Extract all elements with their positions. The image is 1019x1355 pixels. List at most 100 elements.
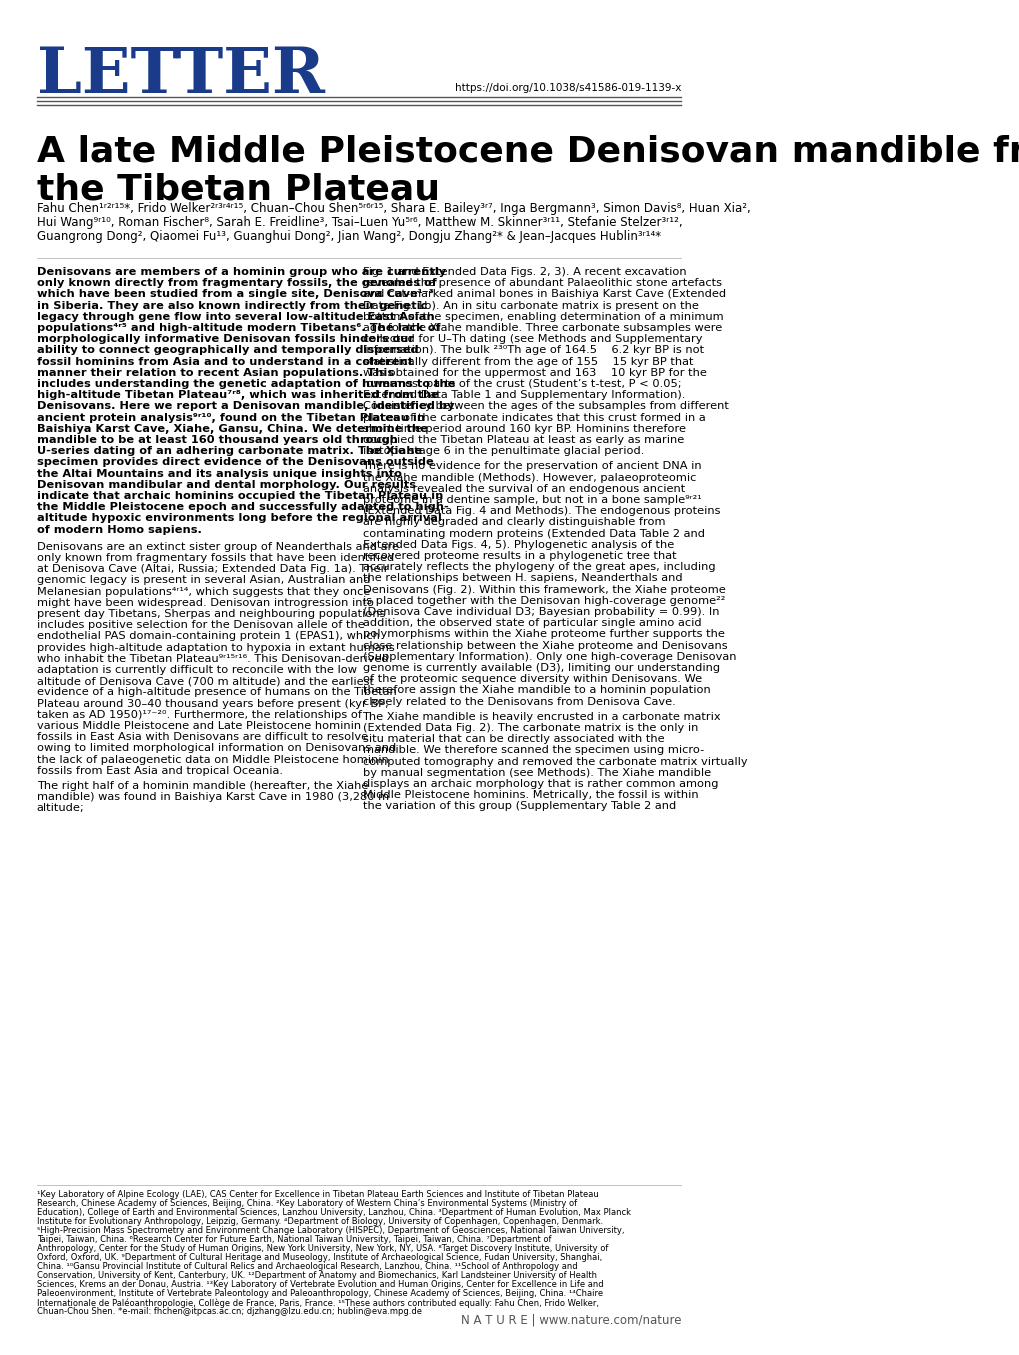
Text: in Siberia. They are also known indirectly from their genetic: in Siberia. They are also known indirect… bbox=[37, 301, 427, 310]
Text: short time period around 160 kyr BP. Hominins therefore: short time period around 160 kyr BP. Hom… bbox=[362, 424, 685, 434]
Text: isotope stage 6 in the penultimate glacial period.: isotope stage 6 in the penultimate glaci… bbox=[362, 446, 643, 457]
Text: is placed together with the Denisovan high-coverage genome²²: is placed together with the Denisovan hi… bbox=[362, 596, 725, 606]
Text: endothelial PAS domain-containing protein 1 (EPAS1), which: endothelial PAS domain-containing protei… bbox=[37, 631, 379, 641]
Text: Anthropology, Center for the Study of Human Origins, New York University, New Yo: Anthropology, Center for the Study of Hu… bbox=[37, 1244, 607, 1253]
Text: Data Fig. 1b). An in situ carbonate matrix is present on the: Data Fig. 1b). An in situ carbonate matr… bbox=[362, 301, 698, 310]
Text: includes understanding the genetic adaptation of humans to the: includes understanding the genetic adapt… bbox=[37, 379, 454, 389]
Text: of modern Homo sapiens.: of modern Homo sapiens. bbox=[37, 524, 202, 535]
Text: (Supplementary Information). Only one high-coverage Denisovan: (Supplementary Information). Only one hi… bbox=[362, 652, 736, 661]
Text: at Denisova Cave (Altai, Russia; Extended Data Fig. 1a). Their: at Denisova Cave (Altai, Russia; Extende… bbox=[37, 564, 387, 575]
Text: and cut-marked animal bones in Baishiya Karst Cave (Extended: and cut-marked animal bones in Baishiya … bbox=[362, 290, 725, 299]
Text: the Middle Pleistocene epoch and successfully adapted to high-: the Middle Pleistocene epoch and success… bbox=[37, 503, 448, 512]
Text: morphologically informative Denisovan fossils hinders our: morphologically informative Denisovan fo… bbox=[37, 335, 414, 344]
Text: includes positive selection for the Denisovan allele of the: includes positive selection for the Deni… bbox=[37, 621, 364, 630]
Text: ancient protein analysis⁹ʳ¹⁰, found on the Tibetan Plateau in: ancient protein analysis⁹ʳ¹⁰, found on t… bbox=[37, 413, 424, 423]
Text: age for the Xiahe mandible. Three carbonate subsamples were: age for the Xiahe mandible. Three carbon… bbox=[362, 322, 721, 333]
Text: Institute for Evolutionary Anthropology, Leipzig, Germany. ⁴Department of Biolog: Institute for Evolutionary Anthropology,… bbox=[37, 1217, 602, 1226]
Text: the Tibetan Plateau: the Tibetan Plateau bbox=[37, 172, 439, 206]
Text: various Middle Pleistocene and Late Pleistocene hominin: various Middle Pleistocene and Late Plei… bbox=[37, 721, 361, 730]
Text: are highly degraded and clearly distinguishable from: are highly degraded and clearly distingu… bbox=[362, 518, 664, 527]
Text: taken as AD 1950)¹⁷⁻²⁰. Furthermore, the relationships of: taken as AD 1950)¹⁷⁻²⁰. Furthermore, the… bbox=[37, 710, 362, 720]
Text: adaptation is currently difficult to reconcile with the low: adaptation is currently difficult to rec… bbox=[37, 665, 357, 675]
Text: analysis revealed the survival of an endogenous ancient: analysis revealed the survival of an end… bbox=[362, 484, 684, 493]
Text: LETTER: LETTER bbox=[37, 45, 324, 106]
Text: China. ¹⁰Gansu Provincial Institute of Cultural Relics and Archaeological Resear: China. ¹⁰Gansu Provincial Institute of C… bbox=[37, 1262, 577, 1271]
Text: genome is currently available (D3), limiting our understanding: genome is currently available (D3), limi… bbox=[362, 663, 719, 673]
Text: Fahu Chen¹ʳ²ʳ¹⁵*, Frido Welker²ʳ³ʳ⁴ʳ¹⁵, Chuan–Chou Shen⁵ʳ⁶ʳ¹⁵, Shara E. Bailey³ʳ: Fahu Chen¹ʳ²ʳ¹⁵*, Frido Welker²ʳ³ʳ⁴ʳ¹⁵, … bbox=[37, 202, 750, 215]
Text: fossils from East Asia and tropical Oceania.: fossils from East Asia and tropical Ocea… bbox=[37, 766, 282, 776]
Text: displays an archaic morphology that is rather common among: displays an archaic morphology that is r… bbox=[362, 779, 717, 789]
Text: therefore assign the Xiahe mandible to a hominin population: therefore assign the Xiahe mandible to a… bbox=[362, 686, 709, 695]
Text: accurately reflects the phylogeny of the great apes, including: accurately reflects the phylogeny of the… bbox=[362, 562, 714, 572]
Text: the relationships between H. sapiens, Neanderthals and: the relationships between H. sapiens, Ne… bbox=[362, 573, 682, 584]
Text: (Extended Data Fig. 2). The carbonate matrix is the only in: (Extended Data Fig. 2). The carbonate ma… bbox=[362, 724, 697, 733]
Text: which have been studied from a single site, Denisova Cave¹⁻³: which have been studied from a single si… bbox=[37, 290, 433, 299]
Text: lowermost parts of the crust (Student’s t-test, P < 0.05;: lowermost parts of the crust (Student’s … bbox=[362, 379, 681, 389]
Text: collected for U–Th dating (see Methods and Supplementary: collected for U–Th dating (see Methods a… bbox=[362, 335, 701, 344]
Text: Baishiya Karst Cave, Xiahe, Gansu, China. We determine the: Baishiya Karst Cave, Xiahe, Gansu, China… bbox=[37, 424, 427, 434]
Text: closely related to the Denisovans from Denisova Cave.: closely related to the Denisovans from D… bbox=[362, 696, 675, 706]
Text: (Denisova Cave individual D3; Bayesian probability = 0.99). In: (Denisova Cave individual D3; Bayesian p… bbox=[362, 607, 718, 617]
Text: ¹Key Laboratory of Alpine Ecology (LAE), CAS Center for Excellence in Tibetan Pl: ¹Key Laboratory of Alpine Ecology (LAE),… bbox=[37, 1190, 598, 1199]
Text: Guangrong Dong², Qiaomei Fu¹³, Guanghui Dong², Jian Wang², Dongju Zhang²* & Jean: Guangrong Dong², Qiaomei Fu¹³, Guanghui … bbox=[37, 230, 660, 243]
Text: Conservation, University of Kent, Canterbury, UK. ¹²Department of Anatomy and Bi: Conservation, University of Kent, Canter… bbox=[37, 1271, 596, 1280]
Text: Research, Chinese Academy of Sciences, Beijing, China. ²Key Laboratory of Wester: Research, Chinese Academy of Sciences, B… bbox=[37, 1199, 576, 1209]
Text: computed tomography and removed the carbonate matrix virtually: computed tomography and removed the carb… bbox=[362, 756, 747, 767]
Text: (Extended Data Fig. 4 and Methods). The endogenous proteins: (Extended Data Fig. 4 and Methods). The … bbox=[362, 507, 719, 516]
Text: Internationale de Paléoanthropologie, Collège de France, Paris, France. ¹⁵These : Internationale de Paléoanthropologie, Co… bbox=[37, 1298, 598, 1308]
Text: addition, the observed state of particular single amino acid: addition, the observed state of particul… bbox=[362, 618, 700, 629]
Text: Information). The bulk ²³⁰Th age of 164.5    6.2 kyr BP is not: Information). The bulk ²³⁰Th age of 164.… bbox=[362, 346, 703, 355]
Text: revealed the presence of abundant Palaeolithic stone artefacts: revealed the presence of abundant Palaeo… bbox=[362, 278, 720, 289]
Text: fossil hominins from Asia and to understand in a coherent: fossil hominins from Asia and to underst… bbox=[37, 356, 413, 367]
Text: Fig. 1 and Extended Data Figs. 2, 3). A recent excavation: Fig. 1 and Extended Data Figs. 2, 3). A … bbox=[362, 267, 686, 276]
Text: polymorphisms within the Xiahe proteome further supports the: polymorphisms within the Xiahe proteome … bbox=[362, 630, 723, 640]
Text: There is no evidence for the preservation of ancient DNA in: There is no evidence for the preservatio… bbox=[362, 462, 701, 472]
Text: Denisovans are members of a hominin group who are currently: Denisovans are members of a hominin grou… bbox=[37, 267, 445, 276]
Text: A late Middle Pleistocene Denisovan mandible from: A late Middle Pleistocene Denisovan mand… bbox=[37, 136, 1019, 169]
Text: Consistency between the ages of the subsamples from different: Consistency between the ages of the subs… bbox=[362, 401, 728, 412]
Text: by manual segmentation (see Methods). The Xiahe mandible: by manual segmentation (see Methods). Th… bbox=[362, 768, 710, 778]
Text: was obtained for the uppermost and 163    10 kyr BP for the: was obtained for the uppermost and 163 1… bbox=[362, 367, 706, 378]
Text: specimen provides direct evidence of the Denisovans outside: specimen provides direct evidence of the… bbox=[37, 458, 433, 467]
Text: Paleoenvironment, Institute of Vertebrate Paleontology and Paleoanthropology, Ch: Paleoenvironment, Institute of Vertebrat… bbox=[37, 1289, 602, 1298]
Text: the Altai Mountains and its analysis unique insights into: the Altai Mountains and its analysis uni… bbox=[37, 469, 401, 478]
Text: Oxford, Oxford, UK. ⁹Department of Cultural Heritage and Museology, Institute of: Oxford, Oxford, UK. ⁹Department of Cultu… bbox=[37, 1253, 601, 1262]
Text: U-series dating of an adhering carbonate matrix. The Xiahe: U-series dating of an adhering carbonate… bbox=[37, 446, 422, 457]
Text: only known directly from fragmentary fossils, the genomes of: only known directly from fragmentary fos… bbox=[37, 278, 436, 289]
Text: ability to connect geographically and temporally dispersed: ability to connect geographically and te… bbox=[37, 346, 418, 355]
Text: indicate that archaic hominins occupied the Tibetan Plateau in: indicate that archaic hominins occupied … bbox=[37, 491, 442, 501]
Text: Middle Pleistocene hominins. Metrically, the fossil is within: Middle Pleistocene hominins. Metrically,… bbox=[362, 790, 697, 801]
Text: N A T U R E | www.nature.com/nature: N A T U R E | www.nature.com/nature bbox=[461, 1314, 681, 1327]
Text: the variation of this group (Supplementary Table 2 and: the variation of this group (Supplementa… bbox=[362, 801, 676, 812]
Text: might have been widespread. Denisovan introgression into: might have been widespread. Denisovan in… bbox=[37, 598, 373, 608]
Text: mandible to be at least 160 thousand years old through: mandible to be at least 160 thousand yea… bbox=[37, 435, 397, 444]
Text: ⁵High-Precision Mass Spectrometry and Environment Change Laboratory (HISPEC), De: ⁵High-Precision Mass Spectrometry and En… bbox=[37, 1226, 624, 1234]
Text: occupied the Tibetan Plateau at least as early as marine: occupied the Tibetan Plateau at least as… bbox=[362, 435, 683, 444]
Text: https://doi.org/10.1038/s41586-019-1139-x: https://doi.org/10.1038/s41586-019-1139-… bbox=[454, 83, 681, 93]
Text: genomic legacy is present in several Asian, Australian and: genomic legacy is present in several Asi… bbox=[37, 576, 370, 585]
Text: Taipei, Taiwan, China. ⁶Research Center for Future Earth, National Taiwan Univer: Taipei, Taiwan, China. ⁶Research Center … bbox=[37, 1234, 550, 1244]
Text: who inhabit the Tibetan Plateau⁹ʳ¹⁵ʳ¹⁶. This Denisovan-derived: who inhabit the Tibetan Plateau⁹ʳ¹⁵ʳ¹⁶. … bbox=[37, 654, 388, 664]
Text: situ material that can be directly associated with the: situ material that can be directly assoc… bbox=[362, 734, 663, 744]
Text: altitude hypoxic environments long before the regional arrival: altitude hypoxic environments long befor… bbox=[37, 514, 441, 523]
Text: statistically different from the age of 155    15 kyr BP that: statistically different from the age of … bbox=[362, 356, 692, 367]
Text: the lack of palaeogenetic data on Middle Pleistocene hominin: the lack of palaeogenetic data on Middle… bbox=[37, 755, 388, 764]
Text: Extended Data Table 1 and Supplementary Information).: Extended Data Table 1 and Supplementary … bbox=[362, 390, 685, 400]
Text: populations⁴ʳ⁵ and high-altitude modern Tibetans⁶. The lack of: populations⁴ʳ⁵ and high-altitude modern … bbox=[37, 322, 439, 333]
Text: present day Tibetans, Sherpas and neighbouring populations: present day Tibetans, Sherpas and neighb… bbox=[37, 608, 385, 619]
Text: Melanesian populations⁴ʳ¹⁴, which suggests that they once: Melanesian populations⁴ʳ¹⁴, which sugges… bbox=[37, 587, 370, 596]
Text: fossils in East Asia with Denisovans are difficult to resolve: fossils in East Asia with Denisovans are… bbox=[37, 732, 368, 743]
Text: mandible. We therefore scanned the specimen using micro-: mandible. We therefore scanned the speci… bbox=[362, 745, 703, 755]
Text: owing to limited morphological information on Denisovans and: owing to limited morphological informati… bbox=[37, 744, 395, 753]
Text: Denisovans are an extinct sister group of Neanderthals and are: Denisovans are an extinct sister group o… bbox=[37, 542, 398, 551]
Text: Denisovan mandibular and dental morphology. Our results: Denisovan mandibular and dental morpholo… bbox=[37, 480, 415, 489]
Text: The right half of a hominin mandible (hereafter, the Xiahe: The right half of a hominin mandible (he… bbox=[37, 780, 368, 791]
Text: legacy through gene flow into several low-altitude East Asian: legacy through gene flow into several lo… bbox=[37, 312, 434, 321]
Text: provides high-altitude adaptation to hypoxia in extant humans: provides high-altitude adaptation to hyp… bbox=[37, 642, 394, 653]
Text: bottom of the specimen, enabling determination of a minimum: bottom of the specimen, enabling determi… bbox=[362, 312, 722, 321]
Text: altitude of Denisova Cave (700 m altitude) and the earliest: altitude of Denisova Cave (700 m altitud… bbox=[37, 676, 373, 686]
Text: close relationship between the Xiahe proteome and Denisovans: close relationship between the Xiahe pro… bbox=[362, 641, 727, 650]
Text: of the proteomic sequence diversity within Denisovans. We: of the proteomic sequence diversity with… bbox=[362, 675, 701, 684]
Text: Denisovans (Fig. 2). Within this framework, the Xiahe proteome: Denisovans (Fig. 2). Within this framewo… bbox=[362, 584, 725, 595]
Text: high-altitude Tibetan Plateau⁷ʳ⁸, which was inherited from the: high-altitude Tibetan Plateau⁷ʳ⁸, which … bbox=[37, 390, 438, 400]
